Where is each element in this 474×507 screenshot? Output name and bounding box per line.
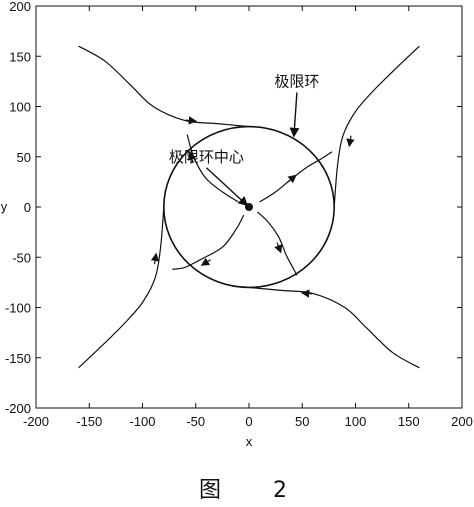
outer-trajectory: [78, 45, 250, 128]
arrow-layer: [150, 116, 355, 298]
figure-caption-number: 2: [273, 478, 287, 503]
y-tick-label: 150: [9, 49, 31, 64]
direction-arrow: [188, 151, 197, 163]
x-axis-label: x: [246, 434, 253, 449]
y-tick-label: 200: [9, 0, 31, 14]
y-tick-label: -100: [5, 301, 31, 316]
annotation-pointer: [205, 167, 249, 207]
annotation-label: 极限环中心: [169, 148, 244, 166]
x-tick-label: -50: [186, 414, 205, 429]
direction-arrow: [185, 116, 198, 125]
inner-trajectory: [186, 134, 239, 203]
x-tick-label: 50: [295, 414, 309, 429]
direction-arrow: [300, 289, 313, 298]
x-ticks: -200 -150 -100 -50 0 50 100 150 200: [23, 6, 473, 429]
direction-arrow: [274, 242, 283, 254]
x-tick-label: 100: [345, 414, 367, 429]
direction-arrow: [200, 257, 211, 266]
trajectory-layer: [78, 45, 420, 369]
x-tick-label: 150: [398, 414, 420, 429]
y-tick-label: -150: [5, 351, 31, 366]
y-tick-label: 100: [9, 100, 31, 115]
y-tick-label: -200: [5, 401, 31, 416]
figure-caption-label: 图: [199, 478, 221, 503]
inner-trajectory: [259, 151, 333, 203]
outer-trajectory: [248, 286, 420, 369]
y-tick-label: 50: [17, 150, 31, 165]
y-tick-label: -50: [12, 250, 31, 265]
outer-trajectory: [78, 206, 165, 369]
annotation-label: 极限环: [274, 72, 319, 90]
y-axis-label: y: [1, 199, 8, 214]
inner-trajectory: [172, 214, 245, 270]
x-tick-label: 200: [451, 414, 473, 429]
x-tick-label: -200: [23, 414, 49, 429]
x-tick-label: 0: [245, 414, 252, 429]
x-tick-label: -100: [129, 414, 155, 429]
annotation-pointer: [289, 92, 300, 138]
y-ticks: 200 150 100 50 0 -50 -100 -150 -200: [5, 0, 462, 416]
inner-trajectory: [257, 211, 298, 276]
x-tick-label: -150: [76, 414, 102, 429]
direction-arrow: [150, 252, 160, 265]
direction-arrow: [287, 174, 297, 184]
outer-trajectory: [333, 45, 420, 208]
y-tick-label: 0: [24, 200, 31, 215]
direction-arrow: [346, 135, 355, 148]
